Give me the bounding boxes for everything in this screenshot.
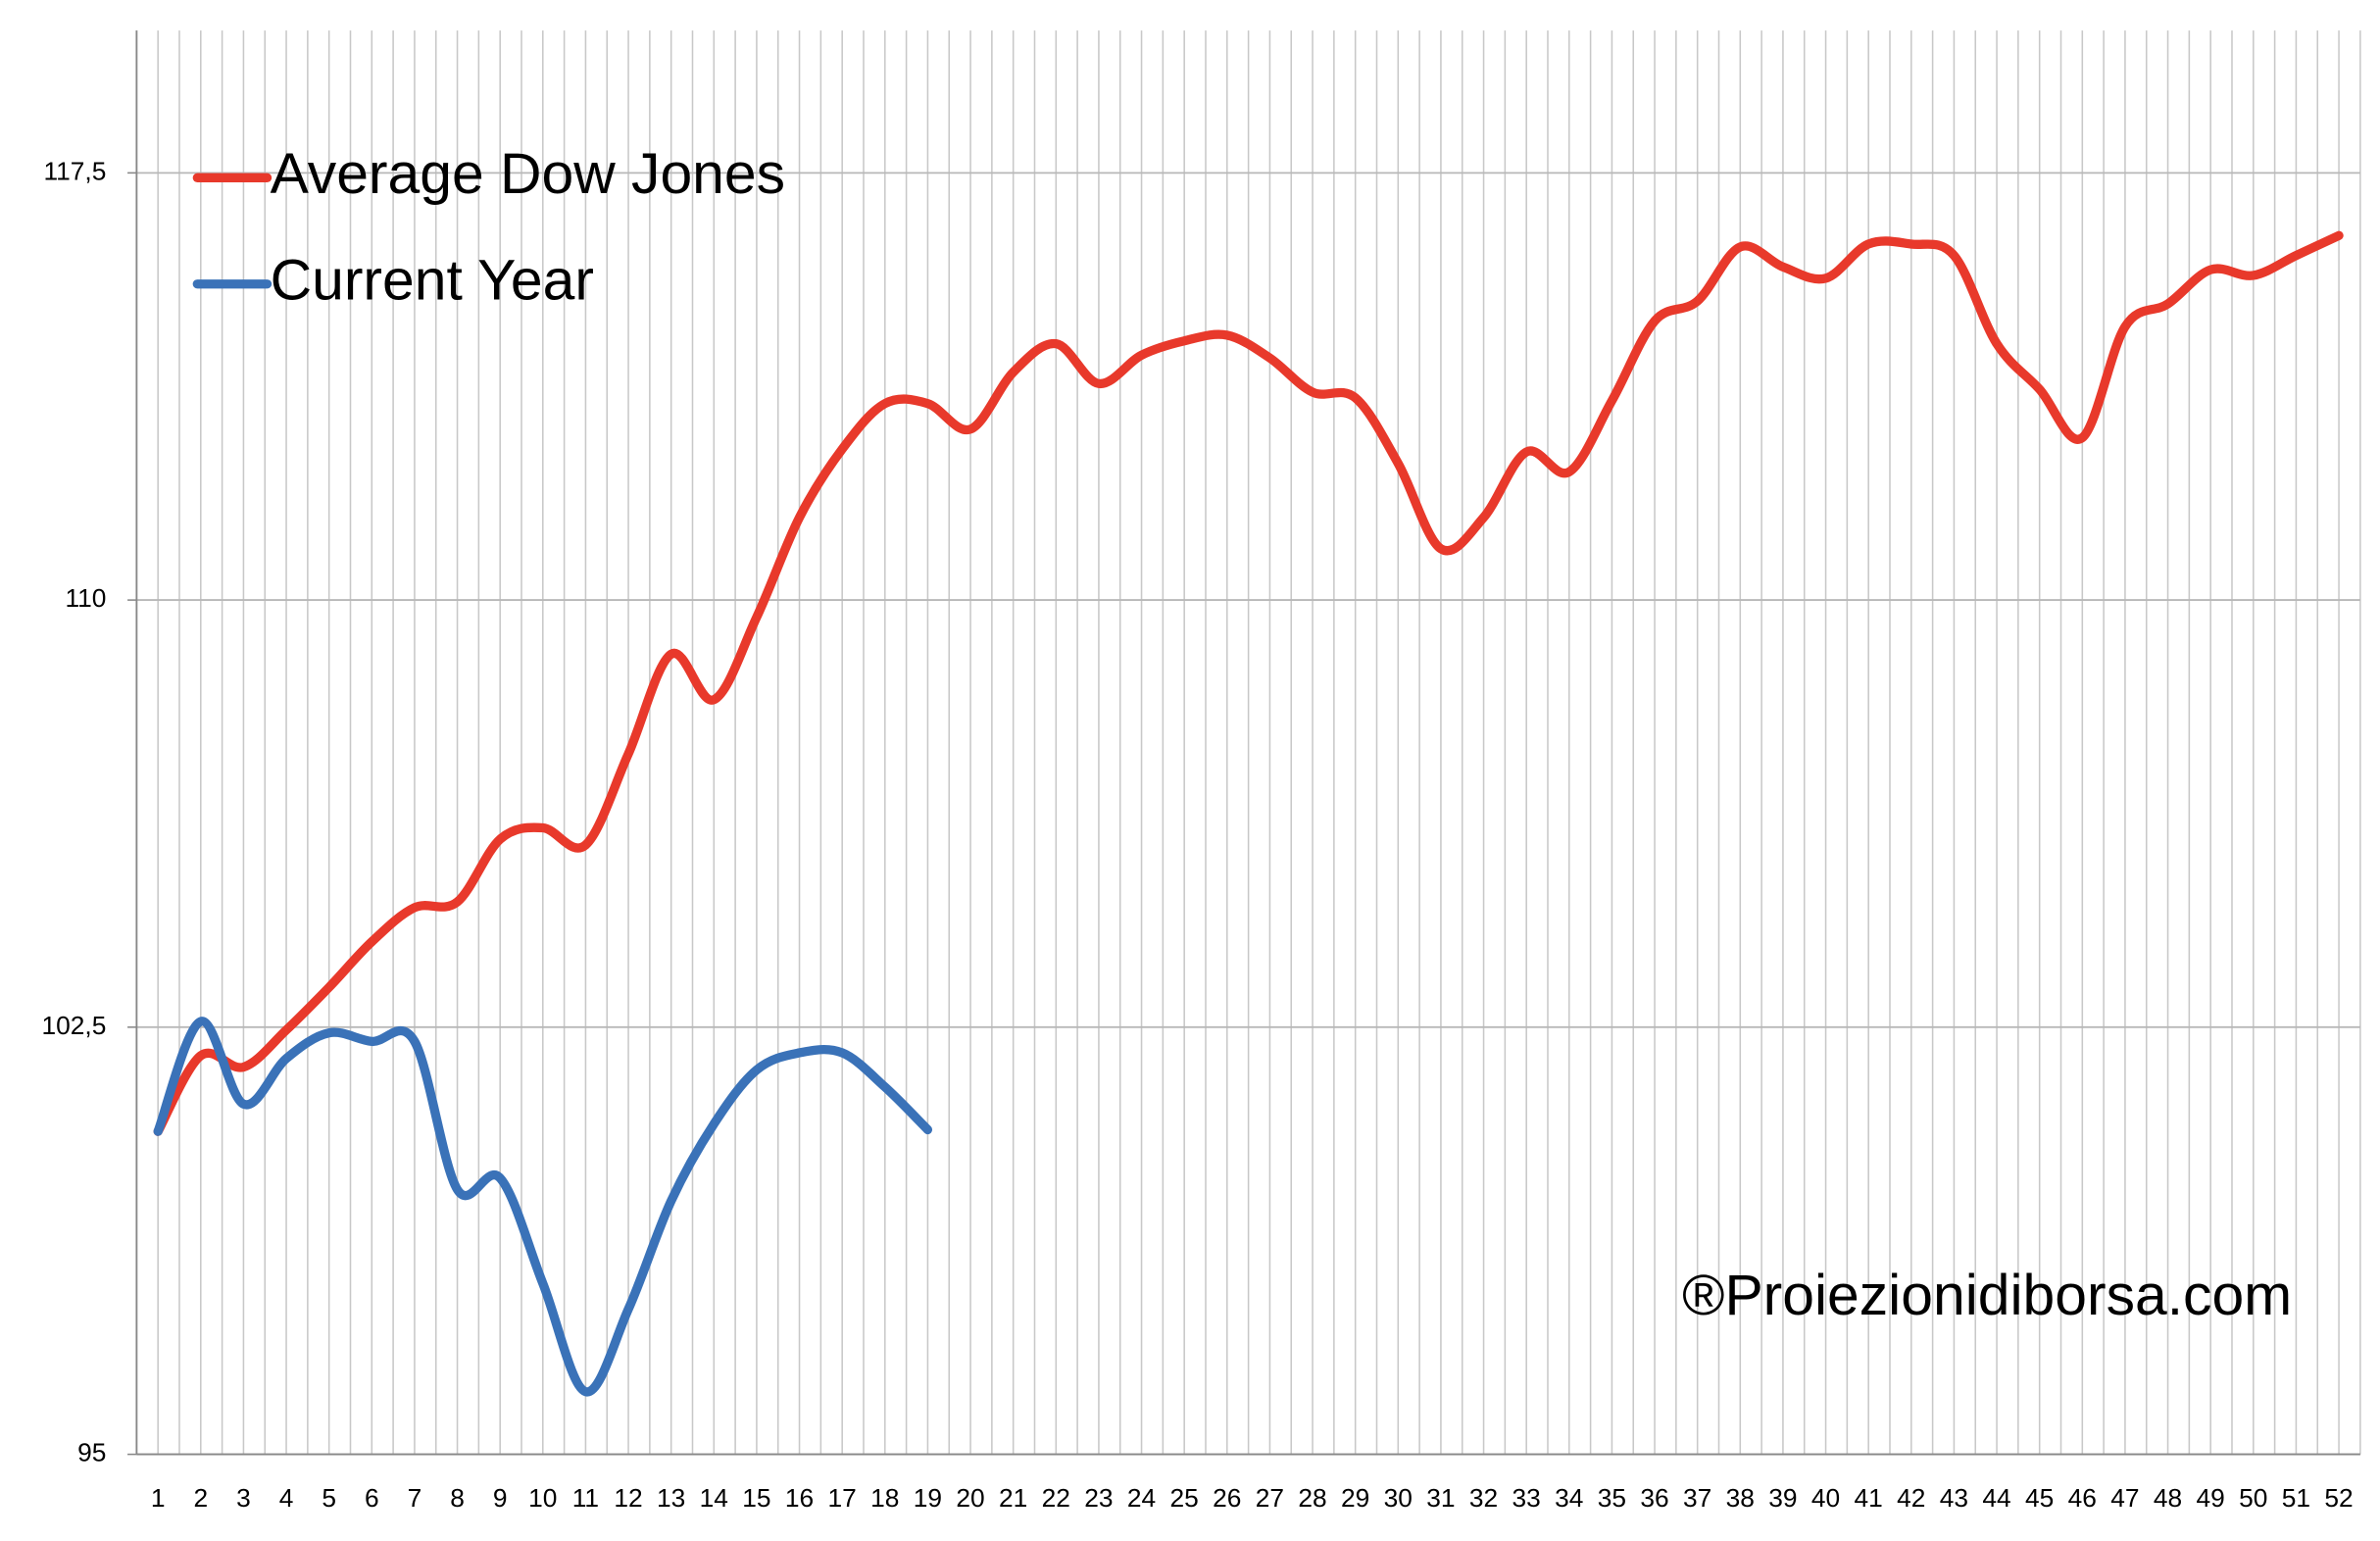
x-tick-label: 15 [742, 1483, 770, 1513]
x-tick-label: 42 [1897, 1483, 1925, 1513]
x-tick-label: 12 [614, 1483, 642, 1513]
x-tick-label: 36 [1640, 1483, 1668, 1513]
y-tick-label: 110 [65, 583, 106, 613]
x-tick-label: 33 [1512, 1483, 1541, 1513]
x-tick-label: 44 [1982, 1483, 2010, 1513]
x-tick-label: 50 [2239, 1483, 2267, 1513]
x-tick-label: 27 [1256, 1483, 1284, 1513]
series-line [153, 230, 2344, 1136]
x-tick-label: 5 [322, 1483, 336, 1513]
y-tick-label: 102,5 [42, 1011, 107, 1040]
x-tick-label: 11 [572, 1483, 599, 1513]
x-tick-label: 25 [1170, 1483, 1199, 1513]
x-tick-label: 37 [1683, 1483, 1711, 1513]
x-tick-label: 18 [870, 1483, 899, 1513]
y-tick-label: 95 [77, 1438, 106, 1467]
x-tick-label: 43 [1940, 1483, 1968, 1513]
x-tick-label: 23 [1084, 1483, 1113, 1513]
x-tick-label: 49 [2197, 1483, 2225, 1513]
x-tick-label: 38 [1726, 1483, 1755, 1513]
x-tick-label: 21 [999, 1483, 1027, 1513]
x-tick-label: 52 [2324, 1483, 2353, 1513]
x-tick-label: 4 [279, 1483, 294, 1513]
x-tick-label: 6 [365, 1483, 379, 1513]
x-tick-label: 40 [1811, 1483, 1840, 1513]
x-tick-label: 35 [1598, 1483, 1626, 1513]
series-line [153, 1017, 933, 1397]
x-tick-label: 8 [450, 1483, 465, 1513]
x-tick-label: 20 [956, 1483, 984, 1513]
x-tick-label: 19 [914, 1483, 942, 1513]
x-tick-label: 16 [785, 1483, 814, 1513]
y-tick-label: 117,5 [43, 156, 106, 185]
x-tick-label: 13 [657, 1483, 685, 1513]
x-tick-label: 39 [1768, 1483, 1797, 1513]
x-tick-label: 9 [493, 1483, 508, 1513]
x-tick-label: 45 [2025, 1483, 2054, 1513]
x-tick-label: 26 [1213, 1483, 1241, 1513]
x-tick-label: 34 [1555, 1483, 1583, 1513]
x-tick-label: 17 [828, 1483, 857, 1513]
x-tick-label: 48 [2154, 1483, 2182, 1513]
x-tick-label: 10 [528, 1483, 557, 1513]
x-tick-label: 47 [2110, 1483, 2139, 1513]
watermark: ®Proiezionidiborsa.com [1682, 1264, 2292, 1327]
x-tick-label: 29 [1341, 1483, 1369, 1513]
x-tick-label: 41 [1855, 1483, 1883, 1513]
x-tick-label: 1 [151, 1483, 166, 1513]
x-tick-label: 22 [1042, 1483, 1070, 1513]
legend-label: Average Dow Jones [271, 142, 785, 206]
x-tick-label: 3 [236, 1483, 251, 1513]
x-tick-label: 31 [1426, 1483, 1455, 1513]
x-tick-label: 30 [1384, 1483, 1413, 1513]
x-tick-label: 14 [700, 1483, 728, 1513]
x-tick-label: 51 [2282, 1483, 2310, 1513]
x-tick-label: 7 [408, 1483, 422, 1513]
legend-label: Current Year [271, 248, 594, 312]
x-tick-label: 2 [193, 1483, 208, 1513]
x-tick-label: 32 [1469, 1483, 1498, 1513]
x-tick-label: 24 [1127, 1483, 1156, 1513]
x-tick-label: 28 [1298, 1483, 1326, 1513]
x-tick-label: 46 [2068, 1483, 2097, 1513]
